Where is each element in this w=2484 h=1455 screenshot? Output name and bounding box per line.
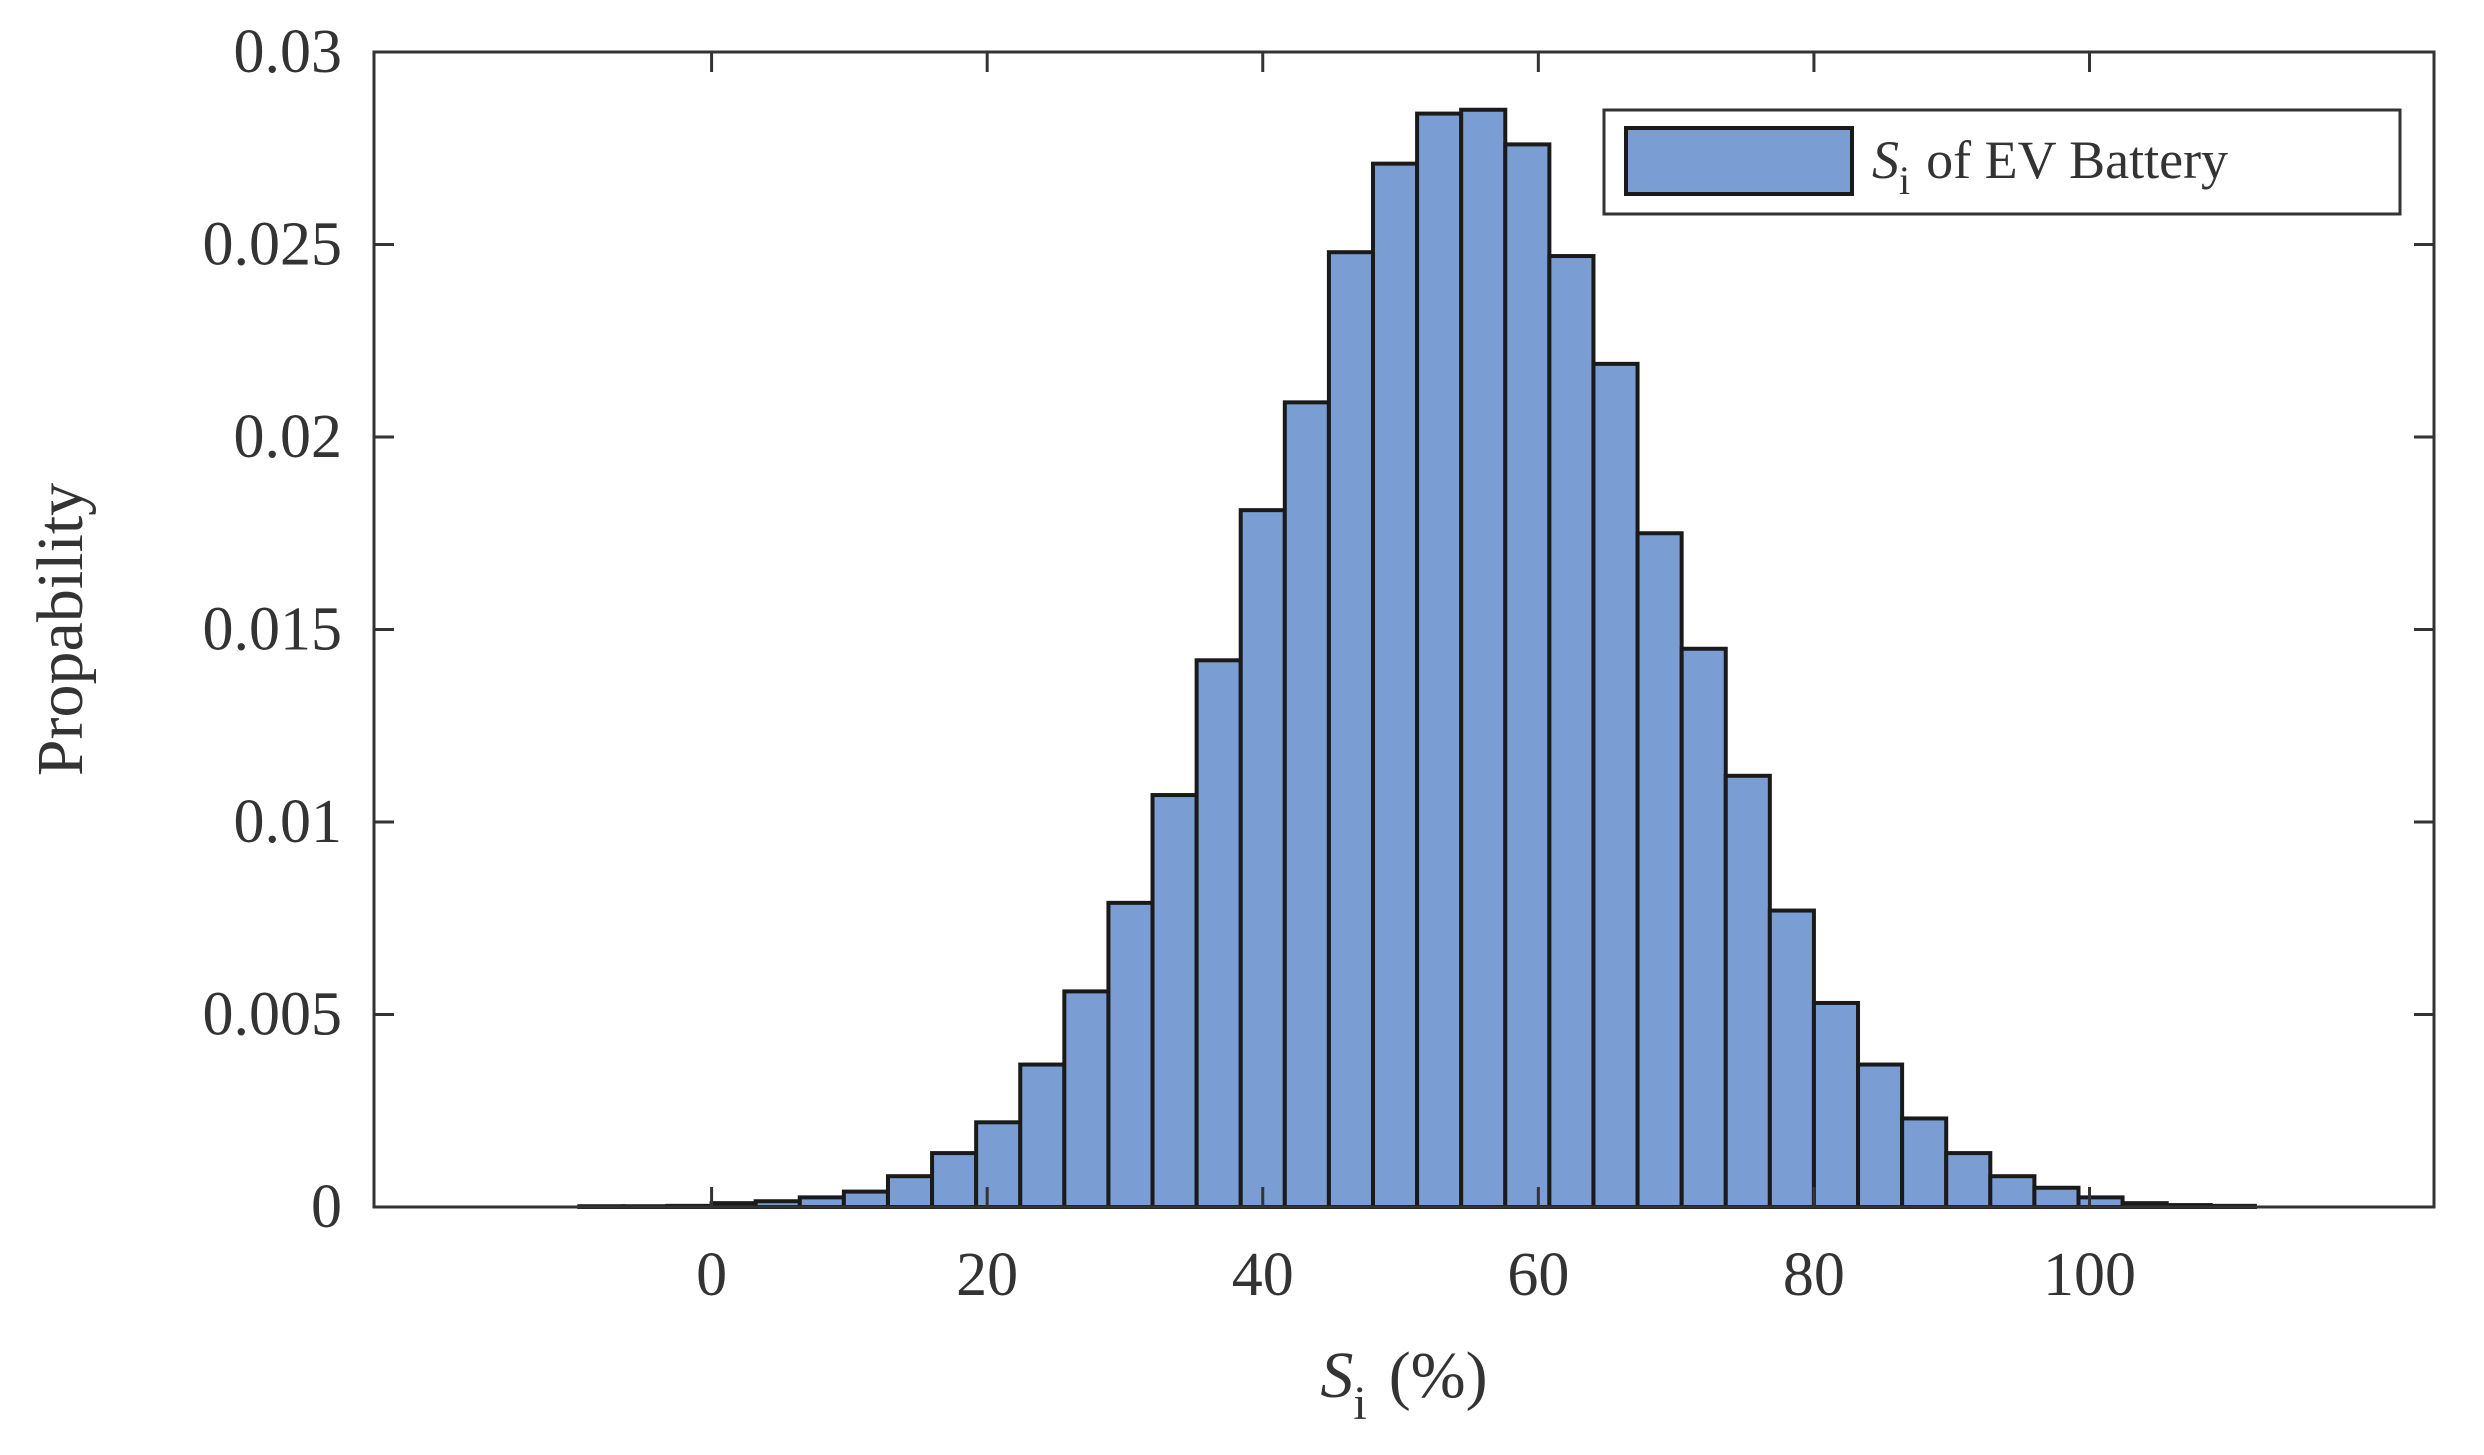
histogram-bar (1856, 1062, 1905, 1210)
y-tick-label: 0.02 (234, 403, 343, 471)
y-tick-label: 0.005 (203, 981, 343, 1049)
legend-label-sub: i (1899, 158, 1910, 203)
histogram-bar (1547, 254, 1596, 1209)
y-axis-title: Propability (24, 483, 97, 776)
legend-label-main: S (1872, 130, 1899, 190)
x-tick-label: 80 (1783, 1241, 1845, 1309)
histogram-bar (1900, 1116, 1949, 1209)
histogram-bar (1503, 142, 1552, 1209)
histogram-bar (1326, 250, 1375, 1209)
y-tick-labels: 0 0.005 0.01 0.015 0.02 0.025 0.03 (203, 18, 343, 1241)
histogram-bar (1767, 908, 1816, 1209)
histogram-bar (1370, 161, 1420, 1209)
x-tick-labels: 0 20 40 60 80 100 (696, 1241, 2136, 1309)
histogram-bar (1194, 658, 1243, 1209)
histogram-bar (841, 1189, 890, 1209)
legend-label: Si of EV Battery (1872, 130, 2228, 203)
x-axis-title-suffix: (%) (1389, 1339, 1488, 1412)
histogram-bar (1282, 400, 1331, 1210)
histogram-bar (1415, 111, 1464, 1210)
histogram-bar (1591, 361, 1640, 1210)
y-tick-label: 0 (311, 1173, 342, 1241)
x-tick-label: 100 (2043, 1241, 2136, 1309)
x-tick-label: 20 (956, 1241, 1018, 1309)
histogram-bar (974, 1120, 1023, 1210)
histogram-bar (1679, 646, 1728, 1209)
histogram-bar (1238, 508, 1287, 1209)
x-axis-title-main: S (1320, 1339, 1353, 1412)
legend: Si of EV Battery (1602, 108, 2402, 216)
histogram-bar (1106, 900, 1155, 1209)
histogram-bar (1944, 1151, 1993, 1209)
histogram-bar (1723, 773, 1772, 1209)
histogram-bar (930, 1151, 979, 1209)
y-tick-label: 0.01 (234, 788, 343, 856)
histogram-bar (885, 1174, 935, 1209)
legend-label-suffix: of EV Battery (1926, 130, 2228, 190)
histogram-bar (1635, 531, 1684, 1209)
histogram-bar (1988, 1174, 2037, 1209)
plot-frame (372, 50, 2436, 1209)
bars-group (577, 107, 2257, 1210)
y-tick-label: 0.015 (203, 596, 343, 664)
x-axis-title: Si (%) (1320, 1339, 1487, 1430)
x-axis-title-sub: i (1353, 1377, 1366, 1430)
histogram-bar (1811, 1000, 1861, 1210)
histogram-bar (1062, 989, 1111, 1210)
histogram-bar (1459, 107, 1508, 1209)
y-tick-label: 0.03 (234, 18, 343, 86)
histogram-bar (1018, 1062, 1067, 1210)
histogram-bar (1150, 793, 1199, 1209)
legend-swatch (1624, 126, 1854, 196)
x-tick-label: 40 (1232, 1241, 1294, 1309)
y-tick-label: 0.025 (203, 211, 343, 279)
histogram-bar (2032, 1185, 2081, 1209)
x-tick-label: 60 (1507, 1241, 1569, 1309)
x-tick-label: 0 (696, 1241, 727, 1309)
